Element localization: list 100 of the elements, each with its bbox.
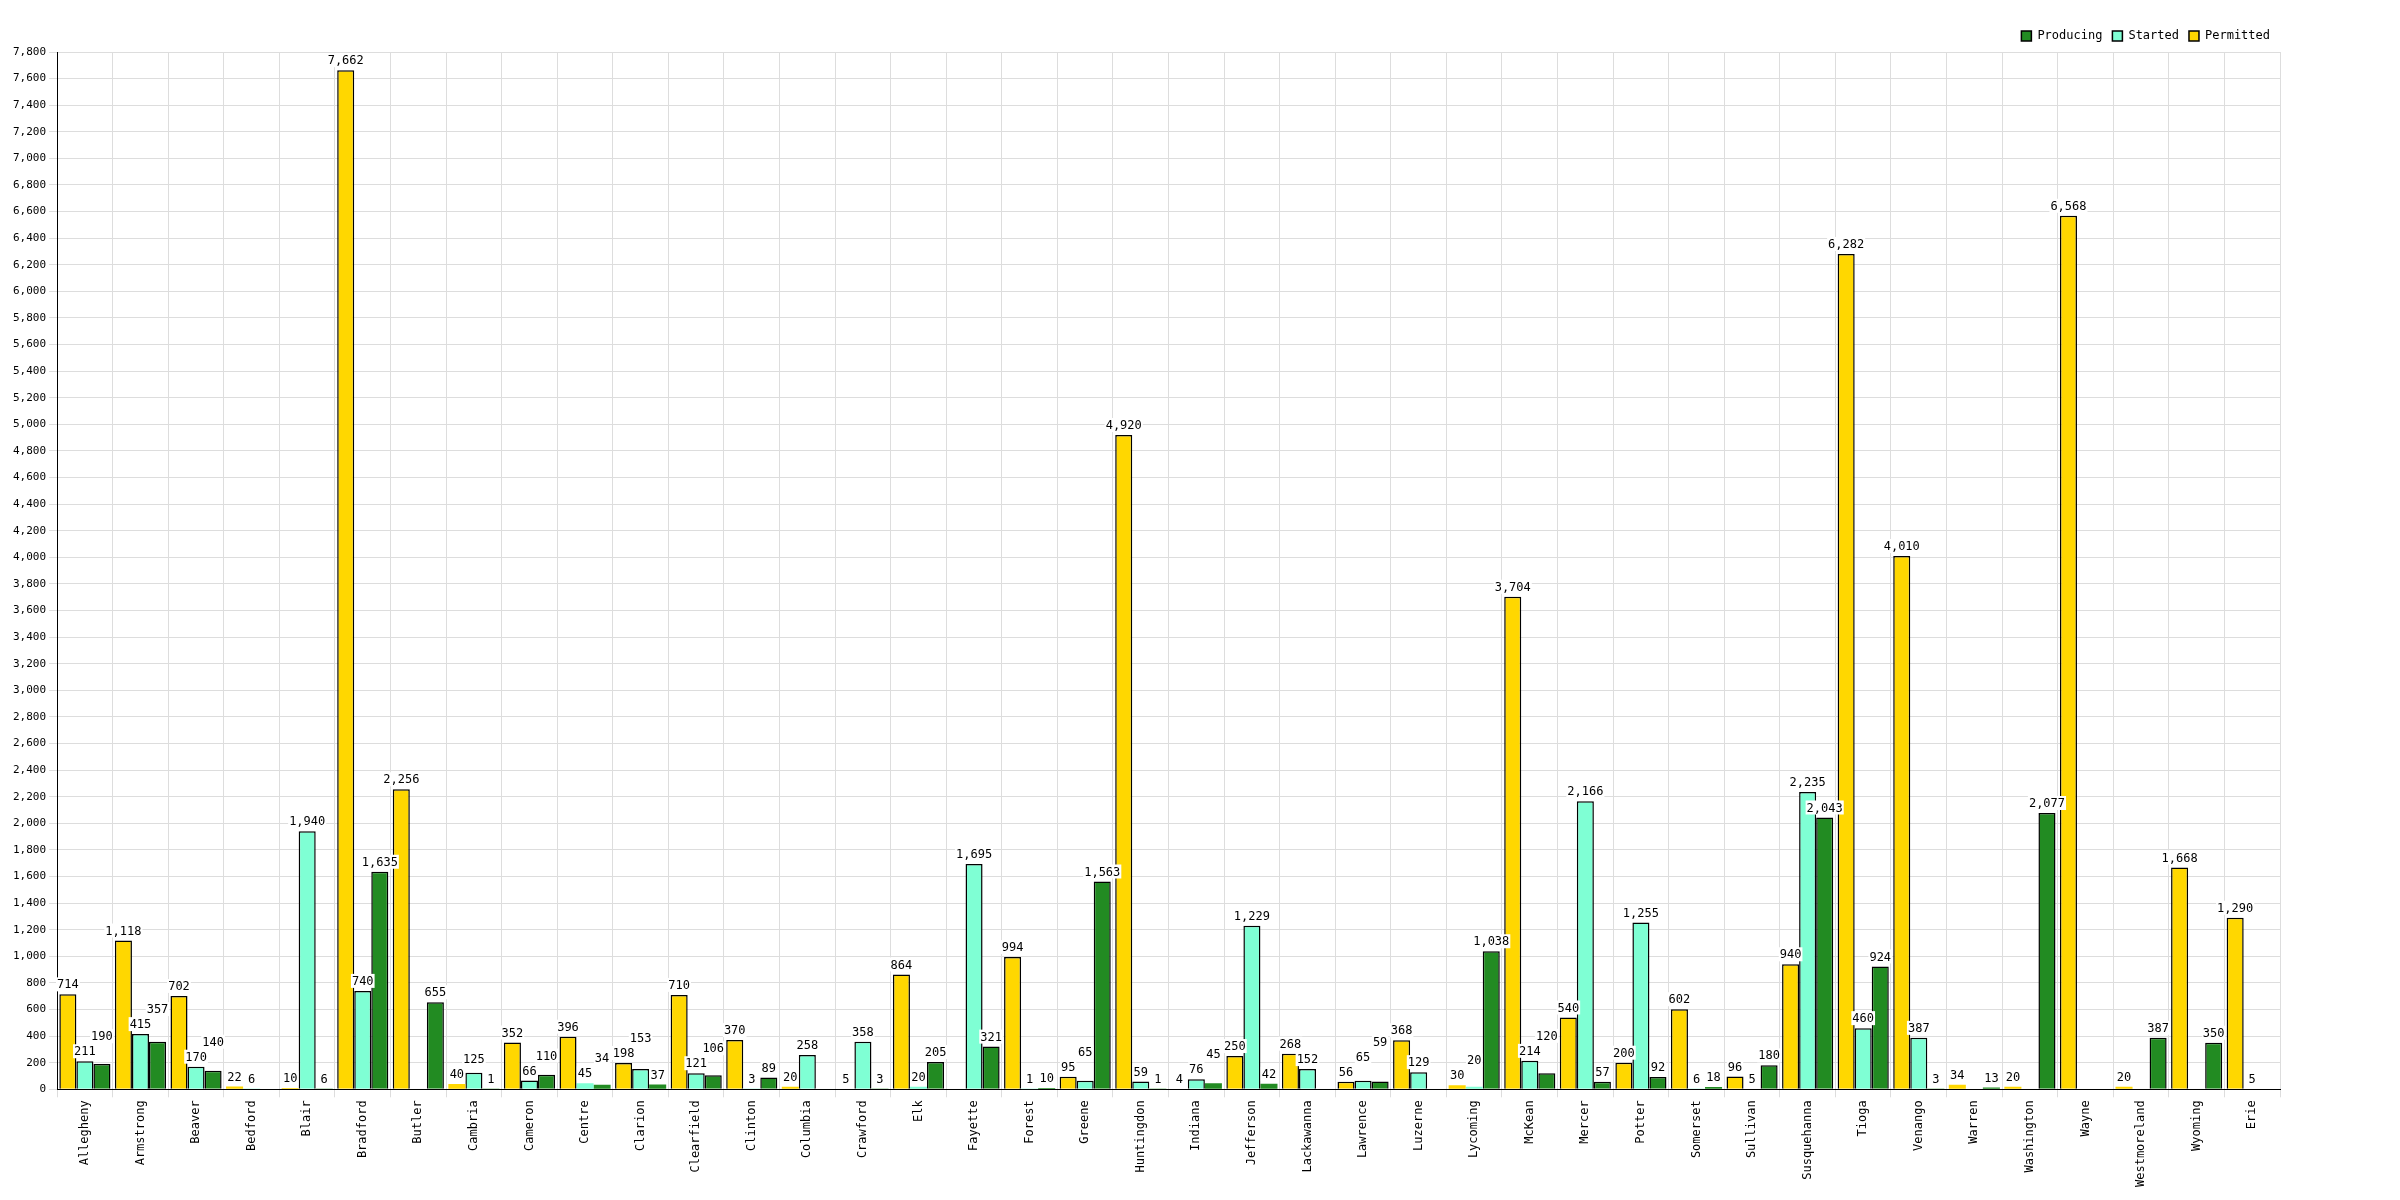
data-label: 924 [1869,949,1892,964]
data-label: 34 [1950,1067,1965,1082]
y-tick-label: 2,600 [12,736,47,750]
y-tick-label: 6,400 [12,231,47,245]
data-label: 120 [1535,1028,1558,1043]
data-label: 1 [1154,1072,1162,1087]
y-tick-label: 6,000 [12,284,47,298]
y-tick-label: 600 [26,1002,47,1016]
x-tick-label: Lawrence [1355,1100,1370,1159]
data-label: 5 [1748,1071,1756,1086]
y-tick-label: 2,400 [12,762,47,776]
y-tick-label: 4,200 [12,523,47,537]
data-label: 3,704 [1494,579,1531,594]
y-tick-label: 4,600 [12,470,47,484]
y-tick-label: 6,200 [12,257,47,271]
y-tick-label: 7,000 [12,151,47,165]
y-tick-label: 4,400 [12,497,47,511]
data-label: 110 [535,1048,558,1063]
data-label: 702 [168,979,190,994]
y-tick-label: 5,800 [12,310,47,324]
data-label: 1,118 [105,923,142,938]
data-label: 1,255 [1622,905,1659,920]
data-label: 4,920 [1105,418,1142,433]
x-tick-label: McKean [1521,1100,1536,1144]
x-tick-label: Huntingdon [1132,1100,1147,1173]
data-label: 153 [629,1031,652,1046]
data-label: 40 [449,1067,465,1082]
data-label: 170 [185,1049,207,1064]
y-tick-label: 4,000 [12,550,47,564]
y-tick-label: 0 [39,1082,47,1096]
x-tick-label: Washington [2022,1100,2037,1173]
data-label: 268 [1279,1036,1302,1051]
data-label: 200 [1613,1045,1635,1060]
data-label: 4 [1175,1071,1183,1086]
data-label: 994 [1001,940,1024,955]
y-tick-label: 2,000 [12,816,47,830]
data-label: 321 [980,1029,1002,1044]
data-label: 2,256 [383,772,420,787]
y-tick-label: 400 [26,1028,47,1042]
data-label: 20 [911,1069,926,1084]
data-label: 864 [890,957,913,972]
x-tick-label: Somerset [1688,1100,1703,1159]
data-label: 92 [1650,1060,1666,1075]
data-label: 387 [2147,1020,2169,1035]
data-label: 1,695 [955,847,993,862]
x-tick-label: Bradford [354,1100,369,1159]
y-tick-label: 3,400 [12,630,47,644]
x-tick-label: Fayette [966,1100,981,1151]
data-label: 1,940 [289,814,326,829]
y-tick-label: 6,600 [12,204,47,218]
data-label: 3 [748,1072,756,1087]
x-tick-label: Wayne [2077,1100,2092,1137]
data-label: 2,043 [1806,800,1843,815]
legend-label: Started [2128,28,2179,43]
data-label: 13 [1984,1070,1999,1085]
data-label: 1,229 [1233,908,1270,923]
data-label: 10 [282,1071,298,1086]
data-label: 2,077 [2028,796,2066,811]
data-label: 30 [1449,1068,1465,1083]
x-tick-label: Elk [910,1099,925,1122]
x-tick-label: Armstrong [132,1100,147,1166]
data-label: 387 [1907,1020,1930,1035]
x-tick-label: Potter [1633,1100,1648,1144]
x-tick-label: Butler [410,1100,425,1144]
data-label: 3 [1932,1072,1940,1087]
data-label: 368 [1390,1023,1413,1038]
data-label: 655 [424,985,447,1000]
data-label: 18 [1706,1070,1721,1085]
y-tick-label: 5,000 [12,417,47,431]
data-label: 140 [202,1034,224,1049]
data-label: 6,282 [1828,237,1865,251]
data-label: 59 [1372,1034,1388,1049]
data-label: 396 [557,1019,579,1034]
data-label: 37 [650,1067,665,1082]
data-label: 190 [91,1029,113,1044]
data-label: 42 [1261,1066,1277,1081]
data-label: 1,563 [1084,864,1121,879]
x-tick-label: Mercer [1577,1100,1592,1144]
data-label: 66 [522,1063,537,1078]
data-label: 20 [2116,1069,2132,1084]
y-tick-label: 1,400 [12,895,47,909]
data-label: 358 [852,1024,874,1039]
x-tick-label: Warren [1966,1100,1981,1144]
data-label: 2,235 [1789,775,1826,790]
x-tick-label: Westmoreland [2133,1100,2148,1188]
x-tick-label: Greene [1077,1100,1092,1144]
y-tick-label: 3,200 [12,656,47,670]
x-tick-label: Clinton [743,1100,758,1151]
data-label: 3 [876,1072,884,1087]
y-tick-label: 3,000 [12,683,47,697]
data-label: 76 [1189,1062,1204,1077]
data-label: 56 [1338,1064,1354,1079]
data-label: 6,568 [2050,198,2087,213]
y-tick-label: 1,800 [12,842,47,856]
data-label: 59 [1133,1064,1148,1079]
data-label: 6 [1692,1071,1701,1086]
y-tick-label: 7,200 [12,124,47,138]
data-label: 95 [1060,1059,1076,1074]
data-label: 415 [129,1017,152,1032]
data-label: 1 [1026,1072,1034,1087]
